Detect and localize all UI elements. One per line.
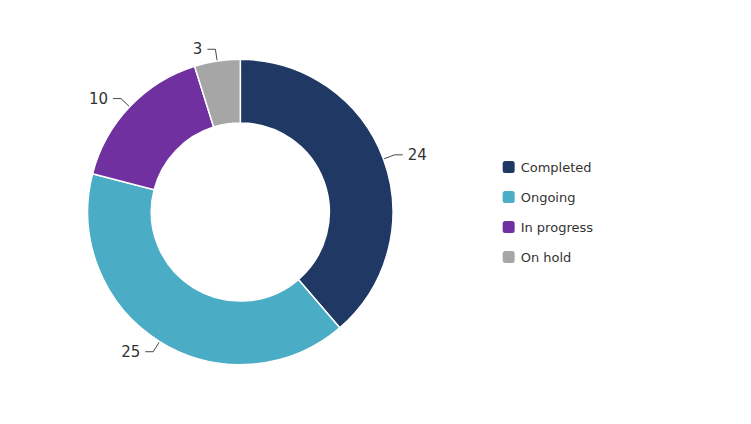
svg-text:In progress: In progress xyxy=(521,220,594,235)
svg-text:10: 10 xyxy=(89,90,108,108)
svg-text:On hold: On hold xyxy=(521,250,572,265)
svg-text:25: 25 xyxy=(121,343,140,361)
svg-text:3: 3 xyxy=(193,40,203,58)
svg-text:24: 24 xyxy=(408,146,427,164)
svg-text:Completed: Completed xyxy=(521,160,592,175)
svg-text:Ongoing: Ongoing xyxy=(521,190,576,205)
